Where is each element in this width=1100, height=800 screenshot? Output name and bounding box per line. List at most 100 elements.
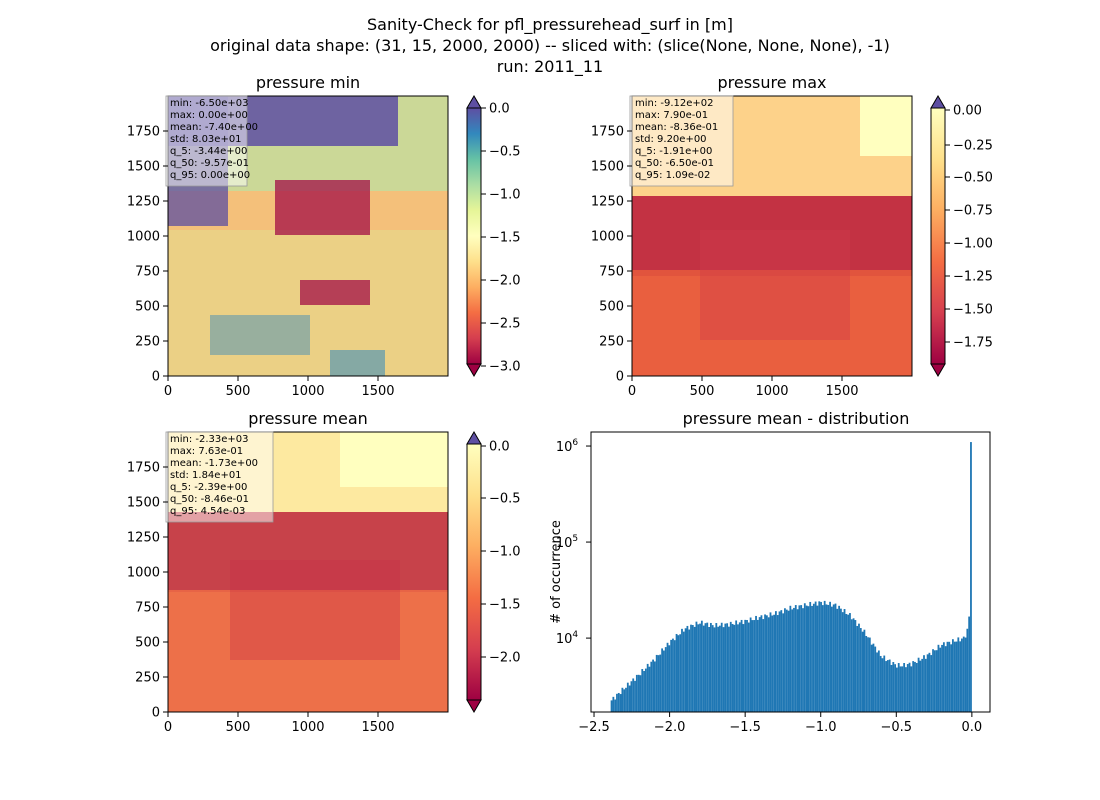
histogram-bar <box>820 601 822 712</box>
colorbar-tick-label: −0.75 <box>953 204 993 219</box>
histogram-bar <box>867 637 869 712</box>
histogram-bar <box>715 623 718 712</box>
histogram-bar <box>876 652 878 712</box>
histogram-bar <box>953 641 956 712</box>
colorbar-tick-label: −1.50 <box>953 303 993 318</box>
histogram-bar <box>912 661 915 712</box>
histogram-bar <box>778 611 781 712</box>
histogram-bar <box>626 682 629 712</box>
histogram-bar <box>637 674 640 712</box>
stats-line: q_95: 0.00e+00 <box>170 170 250 181</box>
histogram-bar <box>827 604 830 712</box>
y-tick-label: 500 <box>135 300 160 315</box>
colorbar-tick-label: −0.5 <box>489 145 521 160</box>
histogram-bar <box>706 622 709 712</box>
histogram-bar <box>793 607 795 712</box>
x-tick-label: −1.5 <box>729 720 761 735</box>
histogram-bar <box>897 663 900 712</box>
histogram-bar <box>753 620 756 712</box>
y-tick-label: 1500 <box>127 160 160 175</box>
stats-line: q_50: -6.50e-01 <box>635 158 714 169</box>
histogram-bar <box>906 664 909 712</box>
histogram-bar <box>775 611 777 712</box>
histogram-bar <box>829 601 831 712</box>
histogram-bar <box>755 615 757 712</box>
x-tick-label: 0 <box>164 720 172 735</box>
histogram-bar <box>796 609 799 712</box>
stats-box: min: -2.33e+03 max: 7.63e-01 mean: -1.73… <box>165 431 274 523</box>
stats-line: mean: -8.36e-01 <box>635 122 718 133</box>
histogram-bar <box>675 633 678 712</box>
histogram-bar <box>899 666 902 712</box>
colorbar-tick-label: −1.0 <box>489 545 521 560</box>
histogram-bar <box>785 609 788 712</box>
stats-line: max: 7.90e-01 <box>635 110 708 121</box>
histogram-bar <box>885 661 887 712</box>
stats-box: min: -9.12e+02 max: 7.90e-01 mean: -8.36… <box>629 95 734 187</box>
y-tick-label: 1500 <box>127 496 160 511</box>
histogram-bar <box>672 638 674 712</box>
stats-line: mean: -7.40e+00 <box>170 122 258 133</box>
histogram-bar <box>959 641 962 712</box>
histogram-bar <box>677 635 680 712</box>
stats-line: q_5: -1.91e+00 <box>635 146 712 157</box>
colorbar-tick-label: −0.50 <box>953 171 993 186</box>
stats-line: min: -6.50e+03 <box>170 98 249 109</box>
histogram-bar <box>924 658 927 712</box>
colorbar-ticks: 0.0 −0.5 −1.0 −1.5 −2.0 −2.5 −3.0 <box>481 102 521 375</box>
histogram-bar <box>737 624 739 712</box>
panel-pressure-max: pressure max min: -9.12e+02 max: 7.90e-0… <box>591 73 993 399</box>
x-tick-label: 1000 <box>291 384 324 399</box>
histogram-bar <box>888 659 891 712</box>
y-tick-label: 1000 <box>591 230 624 245</box>
histogram-bar <box>962 636 965 712</box>
y-tick-label: 1000 <box>127 230 160 245</box>
histogram-bar <box>861 631 864 712</box>
stats-line: q_95: 4.54e-03 <box>170 506 245 517</box>
stats-line: min: -2.33e+03 <box>170 434 249 445</box>
figure-title-line-3: run: 2011_11 <box>496 57 604 76</box>
histogram-bar <box>731 623 734 712</box>
histogram-bar <box>668 645 671 712</box>
histogram-bar <box>733 624 736 712</box>
histogram-bar <box>859 628 862 712</box>
stats-line: q_50: -9.57e-01 <box>170 158 249 169</box>
histogram-bar <box>663 650 665 712</box>
colorbar-tick-label: 0.0 <box>489 440 510 455</box>
panel-title: pressure min <box>256 73 360 92</box>
colorbar-tick-label: −1.0 <box>489 188 521 203</box>
stats-line: q_5: -3.44e+00 <box>170 146 247 157</box>
colorbar-tick-label: −0.25 <box>953 139 993 154</box>
histogram-bar <box>776 615 779 712</box>
panel-title: pressure max <box>717 73 826 92</box>
histogram-bar <box>854 620 857 712</box>
x-tick-label: 500 <box>690 384 715 399</box>
x-tick-label: −0.5 <box>881 720 913 735</box>
y-axis-label: # of occurrence <box>549 520 564 624</box>
x-tick-label: 0.0 <box>962 720 983 735</box>
histogram-bar <box>628 685 631 712</box>
histogram-bar <box>693 626 696 712</box>
histogram-bar <box>883 655 886 712</box>
figure-title-line-2: original data shape: (31, 15, 2000, 2000… <box>210 36 890 55</box>
histogram-bar <box>821 605 824 712</box>
histogram-bar <box>738 622 741 712</box>
histogram-bar <box>690 624 692 712</box>
x-ticks: 0 500 1000 1500 <box>628 376 859 399</box>
histogram-bar <box>760 615 763 712</box>
histogram-bar <box>816 605 819 712</box>
histogram-bar <box>648 666 651 712</box>
histogram-bar <box>625 687 627 712</box>
histogram-bar <box>970 442 972 712</box>
histogram-bar <box>641 669 644 712</box>
histogram-bar <box>919 660 922 712</box>
histogram-bar <box>803 603 806 712</box>
histogram-bar <box>749 617 752 712</box>
histogram-bar <box>841 612 844 712</box>
histogram-bar <box>930 655 933 712</box>
histogram-bar <box>623 689 626 712</box>
histogram-bar <box>886 660 889 712</box>
histogram-bar <box>700 620 703 712</box>
histogram-bar <box>966 628 969 712</box>
histogram-bar <box>847 614 850 712</box>
